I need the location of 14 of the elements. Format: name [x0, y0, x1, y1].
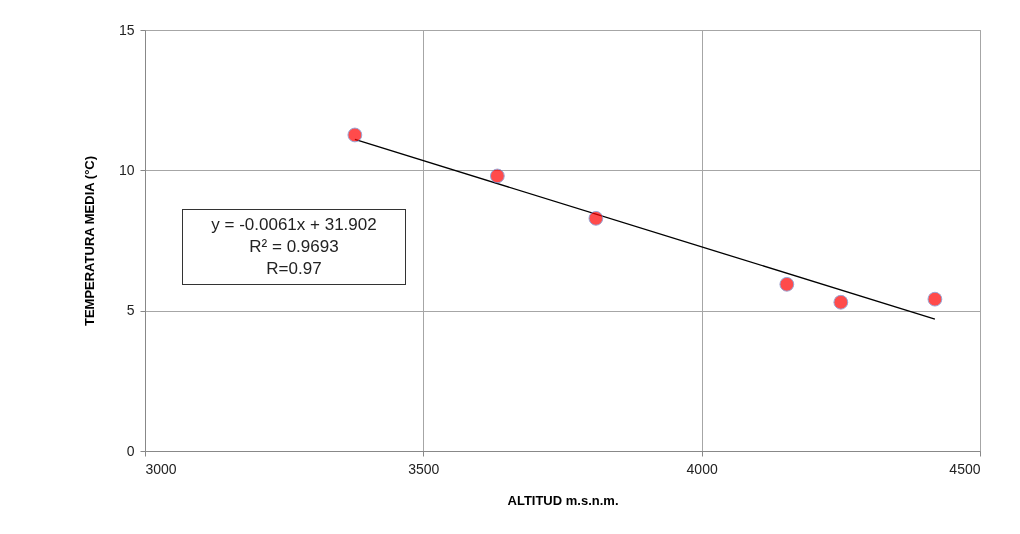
y-tick-label: 0	[126, 442, 135, 459]
y-axis-title: TEMPERATURA MEDIA (°C)	[81, 155, 97, 327]
x-axis-title: ALTITUD m.s.n.m.	[507, 492, 619, 508]
y-tick-label: 10	[118, 161, 135, 178]
annotation: R=0.97	[265, 258, 323, 280]
x-tick-label: 4000	[686, 460, 718, 477]
annotation: R² = 0.9693	[248, 236, 340, 258]
x-tick-label: 4500	[949, 460, 981, 477]
x-tick-label: 3500	[408, 460, 440, 477]
y-tick-label: 5	[126, 302, 135, 319]
annotation: y = -0.0061x + 31.902	[210, 214, 378, 236]
y-tick-label: 15	[118, 21, 135, 38]
x-tick-label: 3000	[145, 460, 177, 477]
text-box: y = -0.0061x + 31.902 R² = 0.9693 R=0.97	[182, 209, 406, 285]
